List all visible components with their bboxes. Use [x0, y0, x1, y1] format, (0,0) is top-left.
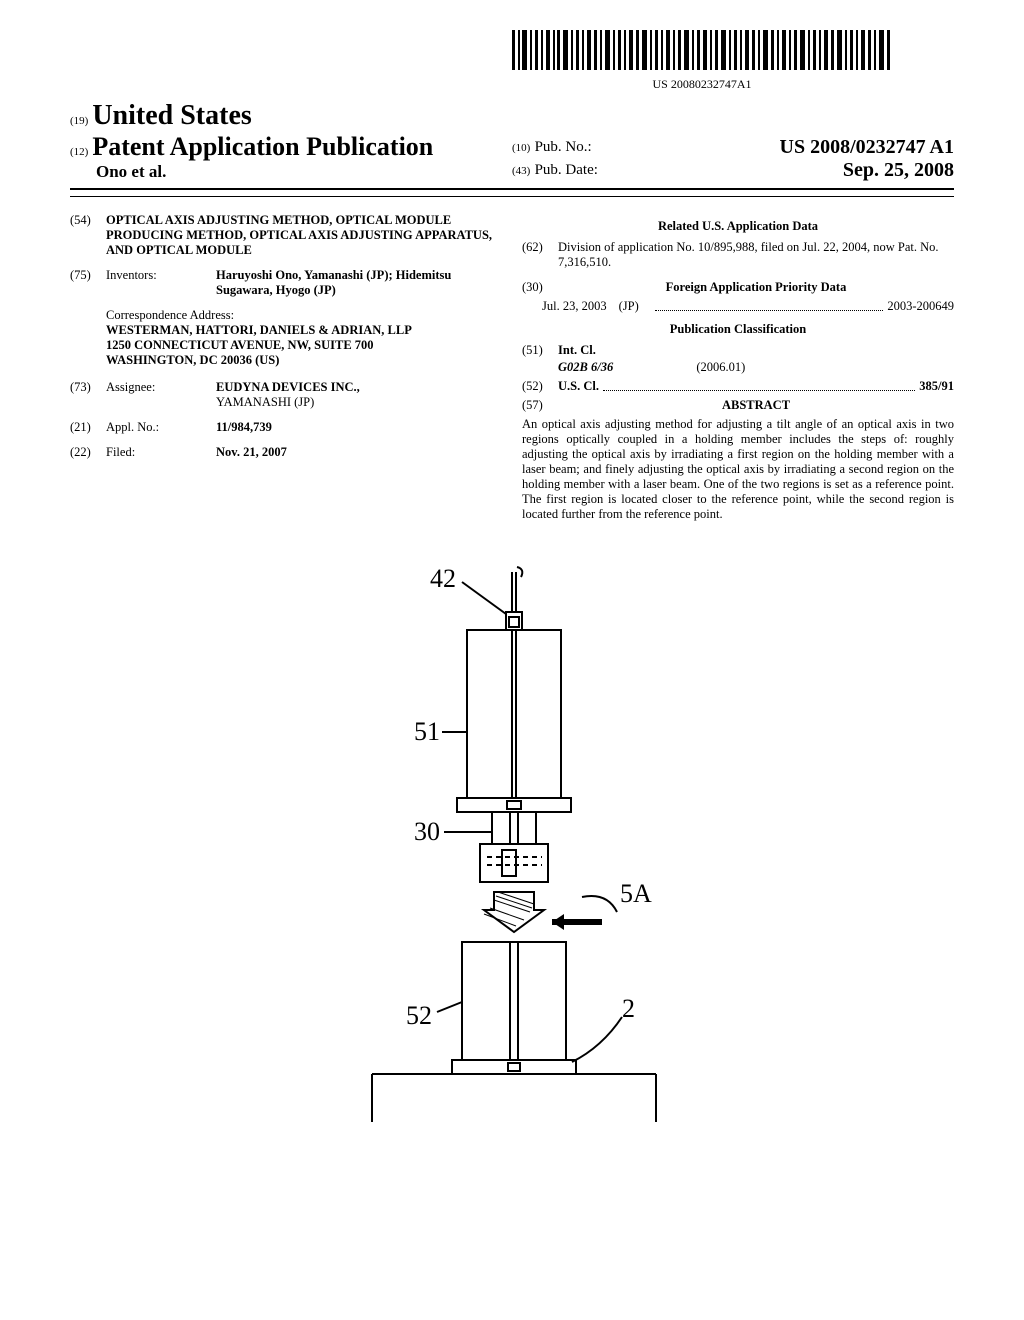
code-52: (52) — [522, 379, 558, 394]
uscl-label: U.S. Cl. — [558, 379, 599, 394]
code-21: (21) — [70, 420, 106, 435]
intcl-code: G02B 6/36 — [558, 360, 613, 374]
dotted-leader-2 — [603, 380, 915, 391]
code-43: (43) — [512, 165, 530, 177]
inventor-line: Ono et al. — [70, 162, 512, 182]
figure: 42 51 30 5A 52 2 — [70, 562, 954, 1127]
filed-label: Filed: — [106, 445, 216, 460]
related-title: Related U.S. Application Data — [522, 219, 954, 234]
publication-header: (19) United States (12) Patent Applicati… — [70, 100, 954, 190]
dotted-leader — [655, 300, 884, 311]
related-text: Division of application No. 10/895,988, … — [558, 240, 954, 270]
code-30: (30) — [522, 280, 558, 295]
correspondence-line3: WASHINGTON, DC 20036 (US) — [106, 353, 502, 368]
foreign-title: Foreign Application Priority Data — [558, 280, 954, 295]
correspondence-line1: WESTERMAN, HATTORI, DANIELS & ADRIAN, LL… — [106, 323, 502, 338]
intcl-label: Int. Cl. — [558, 343, 954, 358]
priority-num: 2003-200649 — [887, 299, 954, 314]
applno: 11/984,739 — [216, 420, 502, 435]
figure-svg: 42 51 30 5A 52 2 — [302, 562, 722, 1122]
assignee-label: Assignee: — [106, 380, 216, 410]
fig-label-42: 42 — [430, 564, 456, 593]
correspondence-label: Correspondence Address: — [106, 308, 502, 323]
fig-label-51: 51 — [414, 717, 440, 746]
fig-label-5A: 5A — [620, 879, 652, 908]
assignee-loc: YAMANASHI (JP) — [216, 395, 314, 409]
code-19: (19) — [70, 115, 88, 127]
code-10: (10) — [512, 142, 530, 154]
priority-date: Jul. 23, 2003 — [542, 299, 607, 314]
code-73: (73) — [70, 380, 106, 410]
uscl-val: 385/91 — [919, 379, 954, 394]
left-column: (54) OPTICAL AXIS ADJUSTING METHOD, OPTI… — [70, 213, 502, 522]
pub-date: Sep. 25, 2008 — [843, 159, 954, 182]
priority-cc: (JP) — [619, 299, 639, 314]
filed-date: Nov. 21, 2007 — [216, 445, 502, 460]
abstract-text: An optical axis adjusting method for adj… — [522, 417, 954, 522]
inventors: Haruyoshi Ono, Yamanashi (JP); Hidemitsu… — [216, 268, 502, 298]
correspondence-line2: 1250 CONNECTICUT AVENUE, NW, SUITE 700 — [106, 338, 502, 353]
fig-label-52: 52 — [406, 1001, 432, 1030]
applno-label: Appl. No.: — [106, 420, 216, 435]
code-75: (75) — [70, 268, 106, 298]
code-51: (51) — [522, 343, 558, 358]
barcode-number: US 20080232747A1 — [450, 77, 954, 92]
intcl-date: (2006.01) — [696, 360, 745, 374]
code-54: (54) — [70, 213, 106, 258]
assignee-name: EUDYNA DEVICES INC., — [216, 380, 360, 394]
fig-label-2: 2 — [622, 994, 635, 1023]
pub-no-label: Pub. No.: — [535, 139, 592, 155]
pub-no: US 2008/0232747 A1 — [780, 136, 954, 159]
barcode-graphic — [512, 30, 892, 75]
code-12: (12) — [70, 146, 88, 158]
right-column: Related U.S. Application Data (62) Divis… — [522, 213, 954, 522]
code-22: (22) — [70, 445, 106, 460]
inventors-label: Inventors: — [106, 268, 216, 298]
fig-label-30: 30 — [414, 817, 440, 846]
barcode-block: US 20080232747A1 — [450, 30, 954, 92]
code-62: (62) — [522, 240, 558, 270]
pub-date-label: Pub. Date: — [535, 162, 598, 178]
code-57: (57) — [522, 398, 558, 413]
doc-type: Patent Application Publication — [92, 132, 433, 161]
abstract-title: ABSTRACT — [558, 398, 954, 413]
title: OPTICAL AXIS ADJUSTING METHOD, OPTICAL M… — [106, 213, 502, 258]
pubclass-title: Publication Classification — [522, 322, 954, 337]
country: United States — [92, 100, 251, 131]
